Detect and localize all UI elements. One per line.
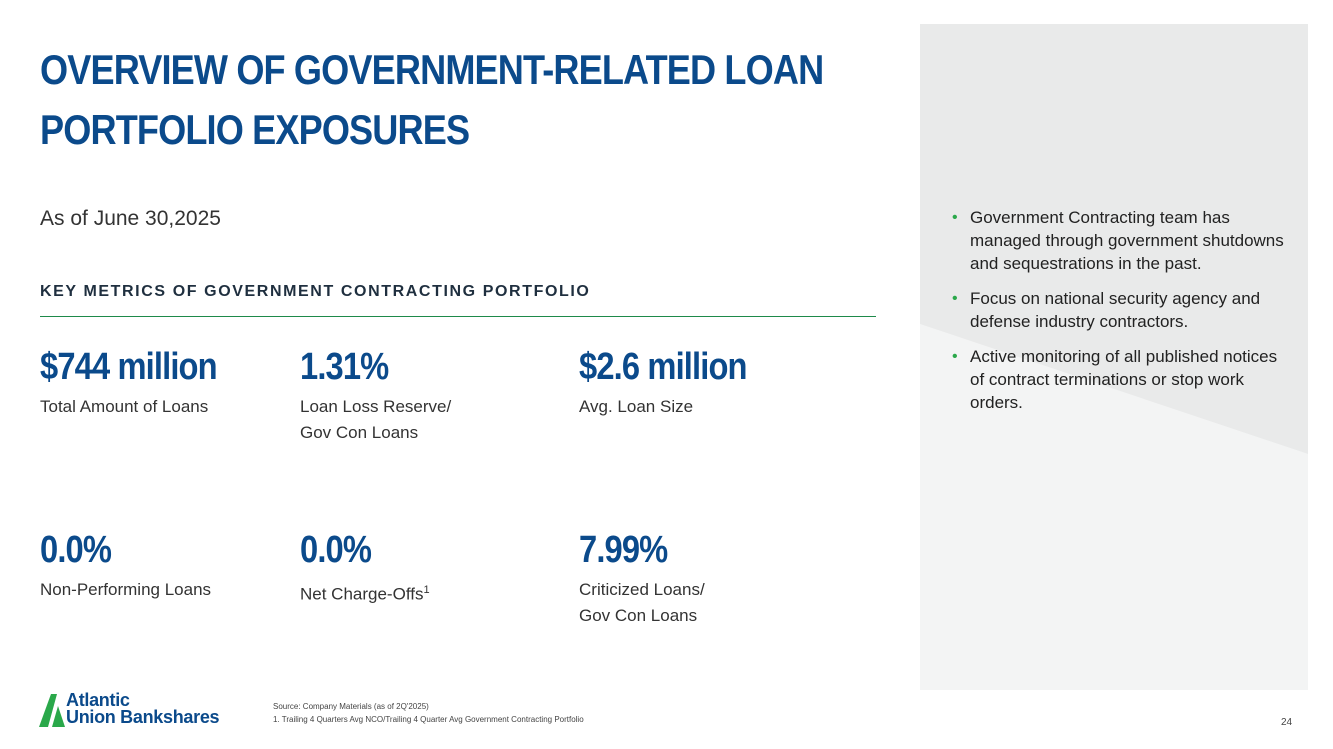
- metric-value: 7.99%: [579, 529, 668, 571]
- list-item: • Active monitoring of all published noti…: [950, 345, 1290, 414]
- sidebar-bullet-list: • Government Contracting team has managed…: [950, 206, 1290, 426]
- bullet-text: Focus on national security agency and de…: [970, 289, 1261, 331]
- sidebar-panel: • Government Contracting team has managed…: [920, 24, 1308, 690]
- source-note: Source: Company Materials (as of 2Q'2025…: [273, 702, 429, 711]
- page-number: 24: [1281, 717, 1293, 728]
- list-item: • Government Contracting team has managed…: [950, 206, 1290, 275]
- metric-value: 1.31%: [300, 346, 389, 388]
- metric-value: 0.0%: [300, 529, 372, 571]
- metric-criticized-loans: 7.99% Criticized Loans/ Gov Con Loans: [579, 527, 799, 629]
- metric-label: Avg. Loan Size: [579, 397, 694, 416]
- footnote-1: 1. Trailing 4 Quarters Avg NCO/Trailing …: [273, 715, 584, 724]
- logo-mark-icon: [39, 694, 65, 727]
- bullet-dot-icon: •: [952, 290, 958, 307]
- metric-value: $744 million: [40, 346, 218, 388]
- metric-non-performing-loans: 0.0% Non-Performing Loans: [40, 527, 260, 603]
- bullet-text: Active monitoring of all published notic…: [970, 347, 1278, 412]
- company-logo: Atlantic Union Bankshares: [38, 690, 258, 732]
- metric-value: 0.0%: [40, 529, 112, 571]
- metric-label: Non-Performing Loans: [40, 580, 212, 599]
- logo-text: Atlantic Union Bankshares: [66, 690, 220, 727]
- bullet-text: Government Contracting team has managed …: [970, 208, 1284, 273]
- list-item: • Focus on national security agency and d…: [950, 287, 1290, 333]
- metric-avg-loan-size: $2.6 million Avg. Loan Size: [579, 344, 799, 420]
- section-divider: [40, 316, 876, 317]
- metric-loan-loss-reserve: 1.31% Loan Loss Reserve/ Gov Con Loans: [300, 344, 520, 446]
- metric-label: Criticized Loans/ Gov Con Loans: [579, 577, 799, 629]
- metric-label: Loan Loss Reserve/ Gov Con Loans: [300, 394, 520, 446]
- metric-label: Total Amount of Loans: [40, 397, 209, 416]
- as-of-date: As of June 30,2025: [40, 207, 221, 230]
- metric-value: $2.6 million: [579, 346, 748, 388]
- page-title-line-2: PORTFOLIO EXPOSURES: [40, 106, 470, 153]
- metric-net-charge-offs: 0.0% Net Charge-Offs1: [300, 527, 520, 608]
- panel-background-shape: [920, 24, 1308, 690]
- metric-label-text: Net Charge-Offs: [300, 584, 424, 604]
- metric-label-line-1: Criticized Loans/: [579, 580, 705, 599]
- metric-total-loans: $744 million Total Amount of Loans: [40, 344, 260, 420]
- logo-line-2: Union Bankshares: [66, 707, 220, 727]
- bullet-dot-icon: •: [952, 209, 958, 226]
- metric-label-line-2: Gov Con Loans: [300, 423, 419, 442]
- metric-label-line-1: Loan Loss Reserve/: [300, 397, 452, 416]
- section-heading: KEY METRICS OF GOVERNMENT CONTRACTING PO…: [40, 283, 591, 300]
- footnote-ref: 1: [423, 584, 430, 596]
- page-title-line-1: OVERVIEW OF GOVERNMENT-RELATED LOAN: [40, 46, 824, 93]
- metric-label: Net Charge-Offs1: [300, 577, 520, 608]
- logo-line-1: Atlantic: [66, 690, 130, 710]
- page-title: OVERVIEW OF GOVERNMENT-RELATED LOAN PORT…: [40, 40, 824, 160]
- bullet-dot-icon: •: [952, 348, 958, 365]
- footnotes: Source: Company Materials (as of 2Q'2025…: [273, 700, 584, 726]
- metric-label-line-2: Gov Con Loans: [579, 606, 698, 625]
